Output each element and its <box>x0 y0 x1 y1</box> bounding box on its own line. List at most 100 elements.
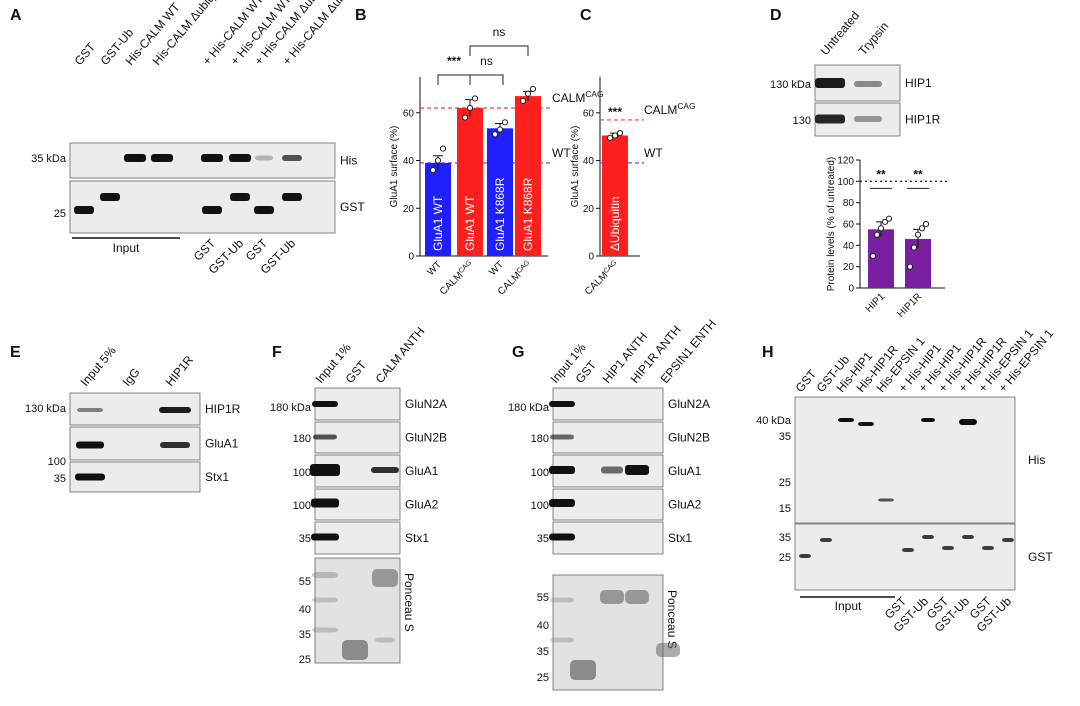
y-axis-label: GluA1 surface (%) <box>570 126 581 208</box>
ponceau-band <box>342 640 368 660</box>
band <box>202 206 222 214</box>
mw-marker: 25 <box>779 552 791 564</box>
band <box>255 155 273 161</box>
y-axis-label: Protein levels (% of untreated) <box>826 157 837 292</box>
mw-marker: 40 kDa <box>756 415 792 427</box>
y-tick-label: 40 <box>583 156 595 167</box>
lane-label: His-CALM Δubiquitin <box>150 0 232 68</box>
band <box>799 554 811 558</box>
mw-marker: 35 <box>54 473 66 485</box>
strip-label: GluN2B <box>668 431 710 445</box>
blot-strip <box>552 521 664 555</box>
x-tick-label-sup: CAG <box>602 259 618 275</box>
strip-label: Ponceau S <box>665 590 679 649</box>
lane-label: Trypsin <box>856 19 892 58</box>
panel-letter: H <box>762 344 774 361</box>
data-point <box>606 134 614 141</box>
reference-label: WT <box>644 146 663 160</box>
ponceau-band <box>656 643 680 657</box>
data-point <box>461 114 469 121</box>
data-point <box>877 225 885 232</box>
mw-marker: 180 <box>531 433 549 445</box>
bar <box>487 128 513 256</box>
strip-label: Ponceau S <box>402 573 416 632</box>
x-tick-label-sup: CAG <box>515 259 531 275</box>
mw-marker: 35 <box>779 532 791 544</box>
band <box>201 154 223 162</box>
mw-marker: 100 <box>293 467 311 479</box>
mw-marker: 130 kDa <box>25 403 67 415</box>
y-tick-label: 40 <box>843 241 855 252</box>
ponceau-band <box>550 597 574 603</box>
lane-label: IgG <box>120 365 143 389</box>
strip-label: GluA2 <box>668 498 702 512</box>
mw-marker: 40 <box>537 620 549 632</box>
y-tick-label: 20 <box>583 204 595 215</box>
ponceau-band <box>570 660 596 680</box>
strip-label: Stx1 <box>668 531 692 545</box>
band <box>76 441 104 449</box>
ponceau-band <box>312 597 338 603</box>
x-tick-label-sup: CAG <box>457 259 473 275</box>
reference-label-base: CALM <box>644 103 677 117</box>
reference-label-sup: CAG <box>585 89 603 99</box>
data-point <box>524 90 532 97</box>
y-tick-label: 60 <box>843 220 855 231</box>
band <box>549 466 575 474</box>
bar-label: GluA1 WT <box>431 195 445 251</box>
strip-label: HIP1R <box>205 402 241 416</box>
band <box>100 193 120 201</box>
data-point <box>922 220 930 228</box>
band <box>921 418 935 422</box>
group-label: Input <box>113 241 140 255</box>
strip-label: GluA1 <box>405 464 439 478</box>
band <box>601 466 623 474</box>
strip-label: GluA1 <box>205 437 239 451</box>
ponceau-band <box>312 572 338 578</box>
strip-label: GST <box>340 200 365 214</box>
x-tick-label: HIP1 <box>864 291 888 315</box>
ponceau-band <box>550 637 574 643</box>
data-point <box>881 218 889 225</box>
lane-label: GST <box>72 40 99 68</box>
band <box>282 155 302 161</box>
reference-label: WT <box>552 146 571 160</box>
band <box>878 498 894 502</box>
blot-strip <box>794 396 1016 524</box>
band <box>230 193 250 201</box>
ponceau-band <box>600 590 624 604</box>
bracket <box>469 74 504 85</box>
band <box>815 114 845 124</box>
data-point <box>918 225 926 232</box>
mw-marker: 25 <box>54 208 66 220</box>
y-tick-label: 20 <box>843 262 855 273</box>
significance: ** <box>913 167 923 181</box>
bar <box>425 162 451 256</box>
band <box>75 473 105 481</box>
reference-label: CALMCAG <box>644 101 696 117</box>
band <box>549 401 575 407</box>
data-point <box>519 97 527 104</box>
mw-marker: 55 <box>299 576 311 588</box>
blot-strip <box>69 180 336 234</box>
lane-label: Untreated <box>818 9 863 58</box>
band <box>922 535 934 539</box>
bar-label: GluA1 WT <box>463 195 477 251</box>
data-point <box>439 145 447 152</box>
bar-label: GluA1 K868R <box>493 177 507 251</box>
y-tick-label: 60 <box>583 108 595 119</box>
mw-marker: 100 <box>531 500 549 512</box>
panel-letter: G <box>512 344 524 361</box>
ponceau-band <box>372 569 398 587</box>
strip-label: GluN2B <box>405 431 447 445</box>
band <box>371 467 399 473</box>
panel-letter: A <box>10 7 22 24</box>
mw-marker: 180 kDa <box>270 402 312 414</box>
mw-marker: 25 <box>779 477 791 489</box>
panel-letter: C <box>580 7 592 24</box>
significance: ns <box>493 25 506 39</box>
band <box>311 533 339 541</box>
mw-marker: 100 <box>48 456 66 468</box>
strip-label: Stx1 <box>405 531 429 545</box>
mw-marker: 55 <box>537 592 549 604</box>
